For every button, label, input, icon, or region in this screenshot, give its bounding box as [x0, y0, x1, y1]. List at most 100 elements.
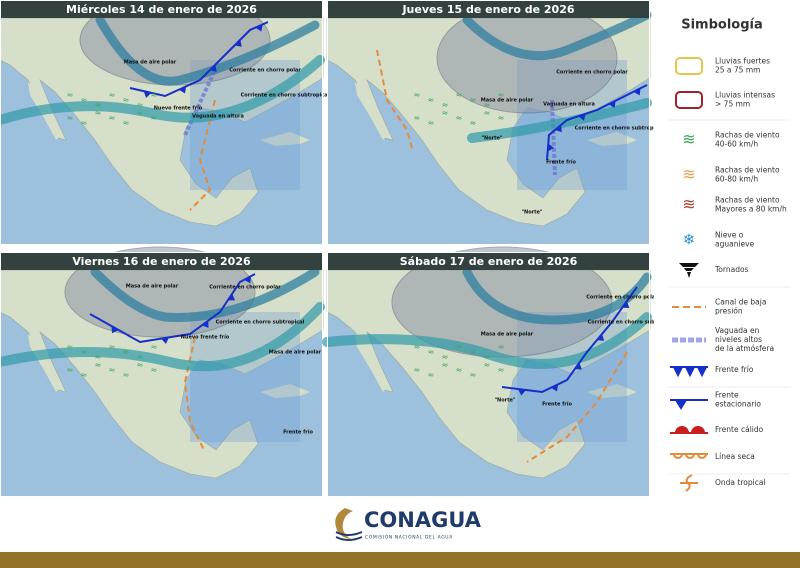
map-label: Corriente en chorro subtropical	[575, 126, 664, 132]
legend-label: Frente	[715, 391, 739, 400]
wind-gust-symbol: ≈	[442, 101, 449, 110]
wind-gust-symbol: ≈	[109, 366, 116, 375]
low-pressure-trough	[526, 351, 628, 463]
wind-gust-symbol: ≈	[137, 109, 144, 118]
map-panel: ≈≈≈≈≈≈≈≈≈≈≈≈≈≈Masa de aire polarVaguada …	[326, 0, 664, 245]
map-label: Corriente en chorro subtropical	[241, 93, 330, 99]
panel-title: Sábado 17 de enero de 2026	[400, 255, 578, 268]
legend-label: 25 a 75 mm	[715, 66, 760, 75]
front-triangle	[234, 39, 242, 47]
baja-peninsula	[28, 334, 60, 392]
wind-gust-symbol: ≈	[456, 114, 463, 123]
front-triangle	[255, 24, 263, 32]
wind-gust-symbol: ≈	[470, 96, 477, 105]
wind-gust-symbol: ≈	[151, 91, 158, 100]
legend-title: Simbología	[681, 18, 763, 33]
wind-gust-symbol: ≈	[484, 109, 491, 118]
wind-gust-symbol: ≈	[137, 101, 144, 110]
map-label: Corriente en chorro polar	[209, 285, 281, 291]
legend-label: Rachas de viento	[715, 166, 780, 175]
cuba	[587, 132, 637, 146]
front-triangle	[518, 389, 526, 396]
wind-gust-symbol: ≈	[123, 371, 130, 380]
wind-gust-symbol: ≈	[498, 114, 505, 123]
low-pressure-trough	[183, 336, 206, 453]
front-triangle	[633, 88, 641, 96]
front-triangle	[209, 64, 217, 72]
low-pressure-trough	[376, 49, 413, 149]
wind-gust-symbol: ≈	[484, 101, 491, 110]
wind-gust-symbol: ≈	[109, 91, 116, 100]
wind-gust-symbol: ≈	[414, 366, 421, 375]
map-label: Vaguada en altura	[543, 102, 595, 108]
legend-icon: ≋	[682, 195, 695, 214]
legend-icon: ≋	[682, 130, 695, 149]
wind-gust-symbol: ≈	[123, 96, 130, 105]
legend-label: 40-60 km/h	[715, 140, 758, 149]
wind-gust-symbol: ≈	[151, 343, 158, 352]
wind-gust-symbol: ≈	[67, 91, 74, 100]
legend-label: estacionario	[715, 400, 761, 409]
logo-waves	[335, 531, 363, 541]
wind-gust-symbol: ≈	[414, 343, 421, 352]
wind-gust-symbol: ≈	[137, 361, 144, 370]
wind-gust-symbol: ≈	[470, 119, 477, 128]
jet-stream-polar	[90, 267, 320, 322]
map-label: Masa de aire polar	[124, 60, 177, 66]
wind-gust-symbol: ≈	[484, 353, 491, 362]
wind-gust-symbol: ≈	[137, 353, 144, 362]
baja-peninsula	[355, 82, 387, 140]
wind-gust-symbol: ≈	[67, 366, 74, 375]
legend-icon: ❄	[683, 231, 696, 249]
wind-gust-symbol: ≈	[414, 114, 421, 123]
front-triangle	[622, 301, 630, 308]
jet-stream-subtropical	[0, 55, 325, 125]
front-triangle	[243, 276, 252, 284]
wind-gust-symbol: ≈	[109, 343, 116, 352]
panel-title-bg	[0, 252, 323, 270]
legend-icon: ≋	[682, 165, 695, 184]
legend-icon	[675, 91, 703, 109]
map-label: Nuevo frente frío	[181, 334, 230, 341]
front-triangle	[161, 337, 169, 344]
cuba	[260, 384, 310, 398]
cuba	[587, 384, 637, 398]
legend-label: Rachas de viento	[715, 131, 780, 140]
low-pressure-trough	[189, 99, 216, 211]
legend-label: Línea seca	[715, 452, 755, 461]
jet-stream-polar	[462, 10, 652, 61]
legend-label: Lluvias fuertes	[715, 57, 770, 66]
wind-gust-symbol: ≈	[95, 101, 102, 110]
map-label: Corriente en chorro polar	[586, 295, 658, 301]
legend-label: Mayores a 80 km/h	[715, 205, 787, 214]
footer: CONAGUA COMISIÓN NACIONAL DEL AGUA	[0, 497, 800, 568]
legend-label: Canal de baja	[715, 298, 766, 307]
legend-label: Rachas de viento	[715, 196, 780, 205]
panel-border	[327, 0, 650, 245]
legend-label: aguanieve	[715, 240, 755, 249]
map-label: Masa de aire polar	[481, 98, 534, 104]
legend-label: Frente frío	[715, 365, 754, 374]
wind-gust-symbol: ≈	[456, 366, 463, 375]
jet-stream-polar	[95, 15, 320, 86]
panel-border	[0, 252, 323, 497]
wind-gust-symbol: ≈	[67, 114, 74, 123]
wind-gust-symbol: ≈	[470, 371, 477, 380]
legend-icon	[670, 366, 708, 378]
front-triangle	[201, 320, 209, 328]
wind-gust-symbol: ≈	[109, 114, 116, 123]
map-label: Frente frío	[283, 429, 313, 436]
front-triangle	[143, 91, 152, 98]
wind-gust-symbol: ≈	[123, 348, 130, 357]
legend-label: de la atmósfera	[715, 344, 774, 353]
wind-gust-symbol: ≈	[484, 361, 491, 370]
logo-mark	[335, 508, 353, 539]
wind-gust-symbol: ≈	[442, 361, 449, 370]
legend-label: Nieve o	[715, 231, 744, 240]
panel-title-bg	[327, 0, 650, 18]
legend-icon	[675, 57, 703, 75]
wind-gust-symbol: ≈	[470, 348, 477, 357]
cuba	[260, 132, 310, 146]
